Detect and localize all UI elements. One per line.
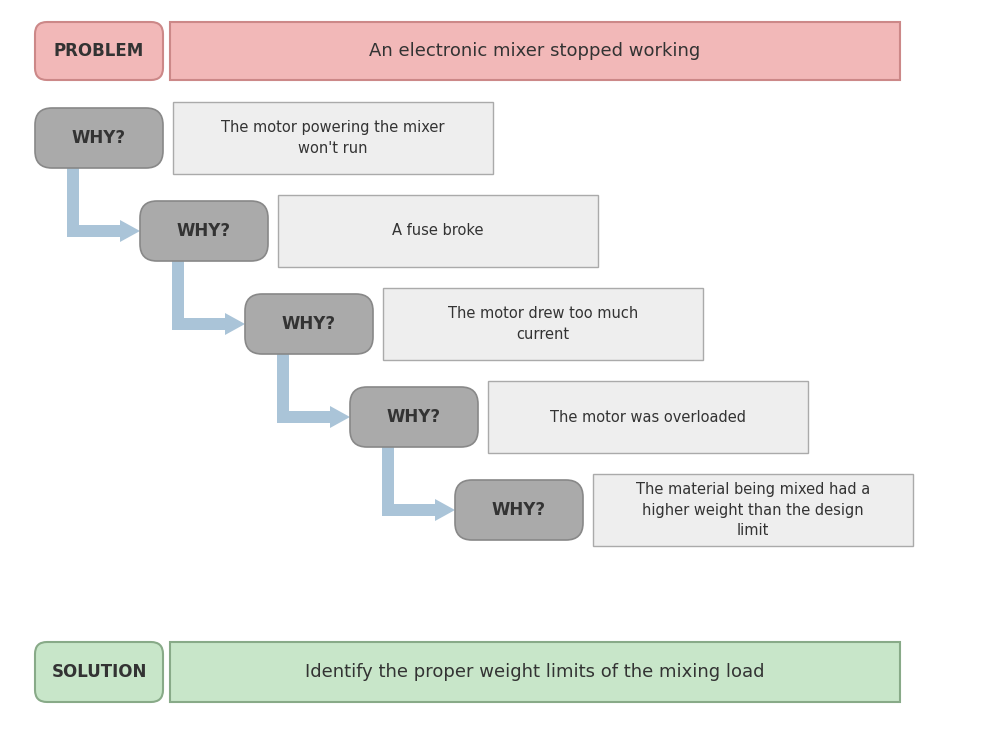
Text: WHY?: WHY? (177, 222, 231, 240)
Text: WHY?: WHY? (492, 501, 546, 519)
Bar (383, 288, 703, 360)
Polygon shape (382, 447, 394, 516)
Polygon shape (435, 499, 455, 521)
Text: SOLUTION: SOLUTION (51, 663, 147, 681)
Bar (173, 102, 493, 174)
Polygon shape (277, 354, 289, 423)
Text: The material being mixed had a
higher weight than the design
limit: The material being mixed had a higher we… (636, 482, 870, 538)
Polygon shape (68, 225, 80, 237)
Polygon shape (68, 168, 80, 237)
Text: WHY?: WHY? (387, 408, 442, 426)
Polygon shape (225, 313, 245, 335)
Text: The motor powering the mixer
won't run: The motor powering the mixer won't run (221, 120, 445, 155)
Text: PROBLEM: PROBLEM (53, 42, 144, 60)
Polygon shape (277, 411, 289, 423)
Text: The motor was overloaded: The motor was overloaded (550, 410, 746, 425)
FancyBboxPatch shape (140, 201, 268, 261)
Polygon shape (172, 318, 184, 330)
Polygon shape (382, 504, 435, 516)
Bar (488, 381, 808, 453)
Text: A fuse broke: A fuse broke (392, 223, 484, 239)
FancyBboxPatch shape (35, 642, 163, 702)
Polygon shape (330, 406, 350, 428)
FancyBboxPatch shape (35, 108, 163, 168)
Text: An electronic mixer stopped working: An electronic mixer stopped working (369, 42, 701, 60)
Text: WHY?: WHY? (72, 129, 126, 147)
Bar (170, 642, 900, 702)
Text: WHY?: WHY? (282, 315, 336, 333)
FancyBboxPatch shape (35, 22, 163, 80)
Polygon shape (172, 261, 184, 330)
Text: Identify the proper weight limits of the mixing load: Identify the proper weight limits of the… (305, 663, 765, 681)
Polygon shape (382, 504, 394, 516)
Polygon shape (277, 411, 330, 423)
Bar (170, 22, 900, 80)
Polygon shape (120, 220, 140, 242)
FancyBboxPatch shape (245, 294, 373, 354)
Bar (278, 195, 598, 267)
Polygon shape (172, 318, 225, 330)
Text: The motor drew too much
current: The motor drew too much current (448, 307, 638, 342)
Bar (593, 474, 913, 546)
Polygon shape (68, 225, 120, 237)
FancyBboxPatch shape (350, 387, 478, 447)
FancyBboxPatch shape (455, 480, 583, 540)
